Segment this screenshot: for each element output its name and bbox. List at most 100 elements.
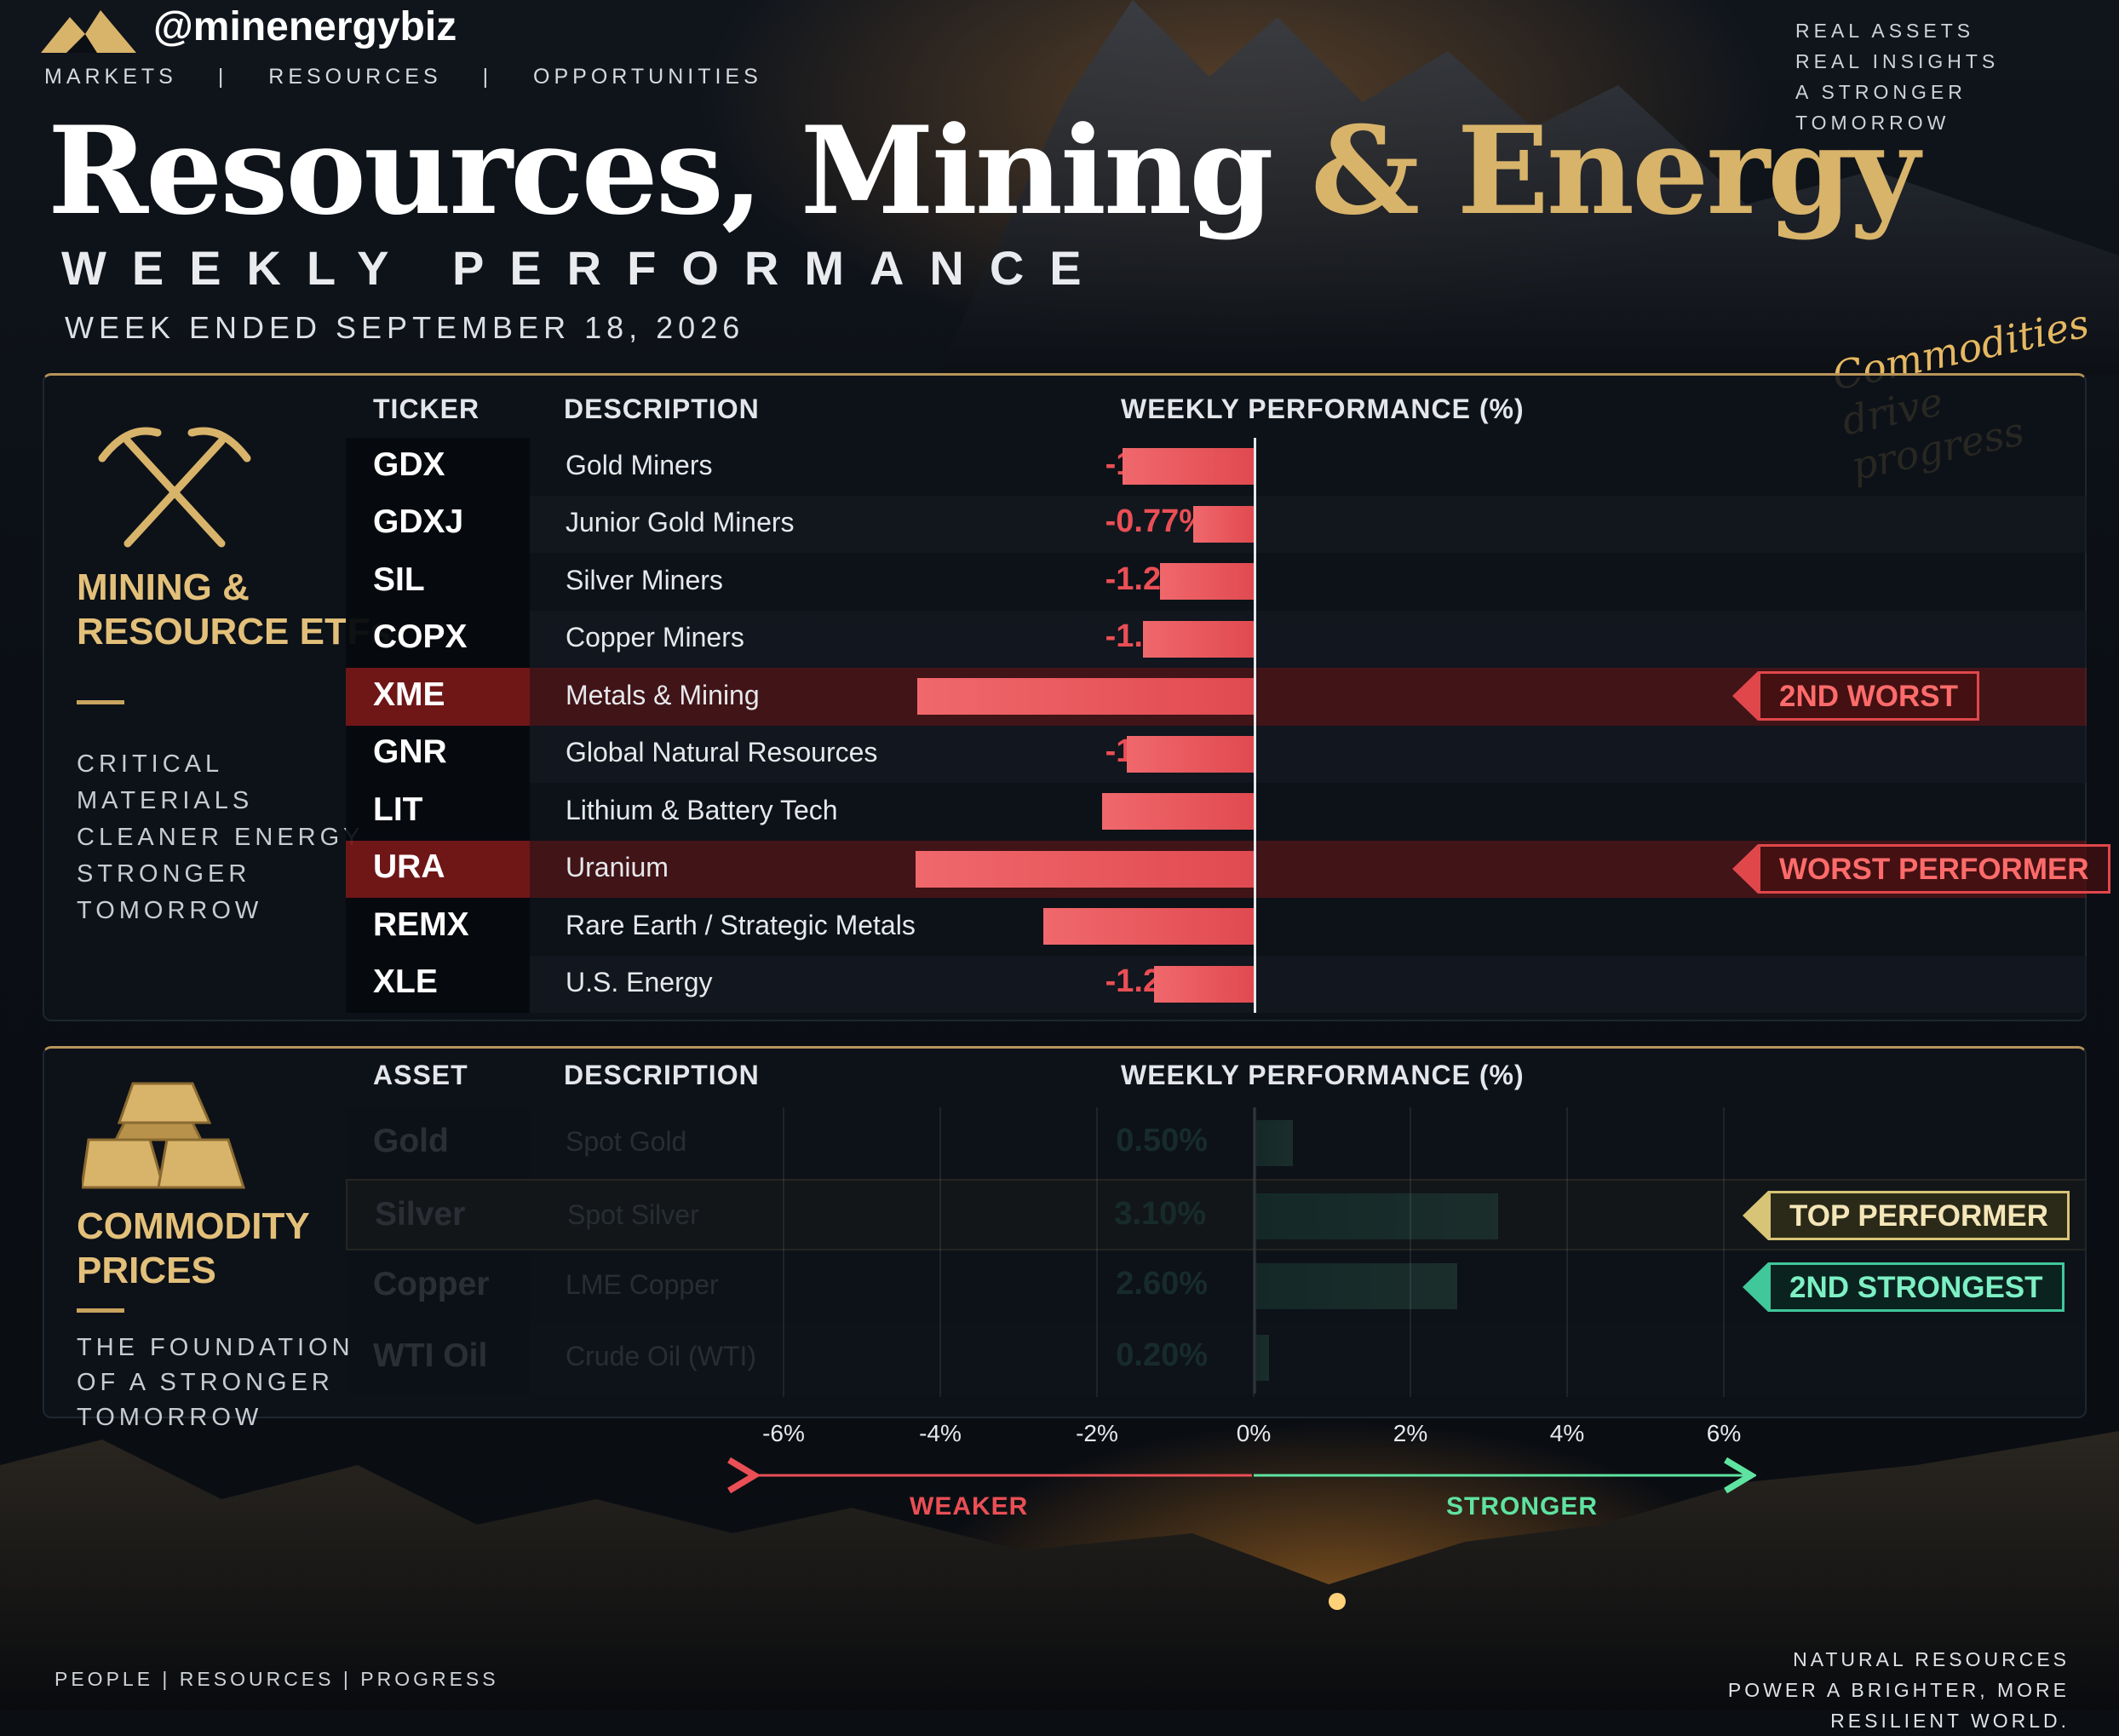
ticker-cell xyxy=(346,955,530,1013)
table-row[interactable]: SIL Silver Miners -1.20% xyxy=(346,553,2087,611)
side-text-line: THE FOUNDATION xyxy=(77,1334,354,1361)
etf-title-line: RESOURCE ETFs xyxy=(77,611,392,652)
ticker-label: SIL xyxy=(373,560,425,598)
col-header-asset: ASSET xyxy=(373,1060,468,1090)
tagline: REAL ASSETS REAL INSIGHTS A STRONGER TOM… xyxy=(1795,15,2085,138)
side-text-line: TOMORROW xyxy=(77,1404,263,1431)
ticker-cell xyxy=(346,610,530,668)
commodity-side-text: THE FOUNDATION OF A STRONGER TOMORROW xyxy=(77,1331,354,1435)
footer-line: NATURAL RESOURCES xyxy=(1793,1648,2070,1670)
description-label: Global Natural Resources xyxy=(566,737,878,768)
bar xyxy=(1193,505,1254,543)
bar xyxy=(1101,793,1254,831)
stronger-label: STRONGER xyxy=(1446,1492,1599,1520)
nav-divider: | xyxy=(482,65,493,89)
ticker-label: LIT xyxy=(373,790,423,828)
etf-side-text: CRITICAL MATERIALS CLEANER ENERGY STRONG… xyxy=(77,746,365,929)
side-text-line: OF A STRONGER xyxy=(77,1369,334,1396)
nav-opportunities: OPPORTUNITIES xyxy=(533,65,762,89)
value-label: -0.77% xyxy=(1105,503,1208,540)
week-date: WEEK ENDED SEPTEMBER 18, 2026 xyxy=(65,310,745,345)
table-row[interactable]: GDXJ Junior Gold Miners -0.77% xyxy=(346,495,2087,553)
callout-pointer-icon xyxy=(1732,671,1758,721)
ticker-label: XME xyxy=(373,675,445,713)
col-header-description: DESCRIPTION xyxy=(564,1060,760,1090)
description-label: Copper Miners xyxy=(566,622,744,653)
tagline-line: REAL INSIGHTS xyxy=(1795,50,2000,72)
ticker-cell xyxy=(346,553,530,611)
description-label: Uranium xyxy=(566,852,669,883)
bar xyxy=(1126,735,1254,773)
ticker-label: REMX xyxy=(373,905,469,943)
callout-pointer-icon xyxy=(1743,1262,1768,1312)
side-text-line: CRITICAL xyxy=(77,750,224,778)
description-label: Rare Earth / Strategic Metals xyxy=(566,909,916,940)
tagline-line: A STRONGER TOMORROW xyxy=(1795,81,1967,134)
nav-resources: RESOURCES xyxy=(268,65,442,89)
divider xyxy=(77,1308,124,1313)
side-text-line: MATERIALS xyxy=(77,787,254,814)
bar xyxy=(1043,908,1254,946)
commodity-title-line: COMMODITY xyxy=(77,1205,310,1247)
title-main: Resources, Mining xyxy=(48,101,1274,242)
commodity-side-title: COMMODITY PRICES xyxy=(77,1204,310,1293)
bar xyxy=(915,850,1254,888)
pickaxes-icon xyxy=(98,427,251,548)
side-text-line: STRONGER xyxy=(77,860,251,888)
description-label: Junior Gold Miners xyxy=(566,507,795,538)
bar xyxy=(917,678,1254,716)
ticker-cell xyxy=(346,898,530,956)
bar xyxy=(1154,965,1254,1003)
bar xyxy=(1123,448,1254,486)
footer-left: PEOPLE | RESOURCES | PROGRESS xyxy=(55,1668,499,1690)
description-label: Lithium & Battery Tech xyxy=(566,794,838,825)
callout-pointer-icon xyxy=(1743,1191,1768,1240)
weaker-label: WEAKER xyxy=(910,1492,1029,1520)
mountain-logo-icon xyxy=(41,10,136,53)
col-header-performance: WEEKLY PERFORMANCE (%) xyxy=(1121,394,1525,424)
bar xyxy=(1159,563,1254,601)
col-header-ticker: TICKER xyxy=(373,394,480,424)
col-header-description: DESCRIPTION xyxy=(564,394,760,424)
description-label: Silver Miners xyxy=(566,564,723,595)
nav-divider: | xyxy=(217,65,228,89)
description-label: Gold Miners xyxy=(566,449,713,480)
ticker-label: GDX xyxy=(373,445,445,483)
ticker-cell xyxy=(346,725,530,783)
ticker-label: XLE xyxy=(373,963,438,1001)
side-text-line: TOMORROW xyxy=(77,897,263,924)
ticker-label: URA xyxy=(373,848,445,886)
brand-handle[interactable]: @minenergybiz xyxy=(153,4,457,49)
gold-bars-icon xyxy=(82,1082,246,1189)
description-label: U.S. Energy xyxy=(566,967,713,998)
title-accent: & Energy xyxy=(1310,101,1920,242)
ticker-cell xyxy=(346,668,530,726)
callout-badge: 2ND WORST xyxy=(1758,671,1979,721)
side-text-line: CLEANER ENERGY xyxy=(77,824,365,851)
etf-title-line: MINING & xyxy=(77,566,250,608)
ticker-label: GNR xyxy=(373,733,447,771)
commodity-title-line: PRICES xyxy=(77,1250,216,1291)
etf-side-title: MINING & RESOURCE ETFs xyxy=(77,566,391,654)
col-header-performance: WEEKLY PERFORMANCE (%) xyxy=(1121,1060,1525,1090)
footer-line: POWER A BRIGHTER, MORE RESILIENT WORLD. xyxy=(1727,1679,2070,1732)
page-title: Resources, Mining & Energy xyxy=(48,101,1920,242)
footer-right: NATURAL RESOURCES POWER A BRIGHTER, MORE… xyxy=(1593,1644,2070,1736)
nav-markets: MARKETS xyxy=(44,65,177,89)
divider xyxy=(77,700,124,704)
zero-line xyxy=(1254,438,1256,1013)
callout-pointer-icon xyxy=(1732,843,1758,894)
ticker-cell xyxy=(346,783,530,841)
brand-nav: MARKETS | RESOURCES | OPPORTUNITIES xyxy=(44,65,762,89)
ticker-cell xyxy=(346,840,530,898)
ticker-cell xyxy=(346,495,530,553)
tagline-line: REAL ASSETS xyxy=(1795,20,1975,42)
ticker-cell xyxy=(346,438,530,496)
